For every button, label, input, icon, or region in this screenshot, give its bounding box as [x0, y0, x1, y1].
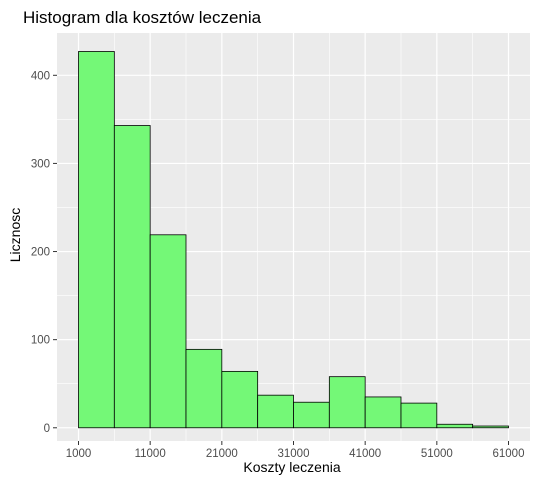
histogram-bar-1: [78, 51, 115, 429]
histogram-bar-8: [328, 376, 366, 429]
histogram-bar-4: [185, 348, 223, 429]
y-tick-label: 100: [31, 335, 50, 347]
y-tick-label: 200: [31, 247, 50, 259]
histogram-bar-6: [257, 394, 294, 429]
y-tick-label: 400: [31, 70, 50, 82]
x-tick-label: 31000: [278, 448, 310, 460]
x-tick-label: 51000: [421, 448, 453, 460]
histogram-bar-2: [113, 125, 151, 429]
x-axis-ticks: 1000 11000 21000 31000 41000 51000 61000: [66, 441, 525, 460]
x-tick-label: 21000: [206, 448, 238, 460]
x-tick-label: 41000: [349, 448, 381, 460]
histogram-bar-5: [221, 370, 259, 429]
chart-title: Histogram dla kosztów leczenia: [23, 8, 262, 27]
x-tick-label: 61000: [493, 448, 525, 460]
histogram-bar-9: [364, 396, 402, 429]
histogram-bar-11: [436, 423, 474, 429]
histogram-bar-10: [400, 402, 438, 429]
y-tick-label: 300: [31, 158, 50, 170]
histogram-bars: [78, 51, 509, 429]
histogram-bar-3: [149, 234, 187, 429]
histogram-bar-12: [472, 425, 509, 429]
x-tick-label: 11000: [135, 448, 166, 460]
x-tick-label: 1000: [66, 448, 92, 460]
y-axis-ticks: 0 100 200 300 400: [31, 70, 57, 435]
y-axis-label: Licznosc: [7, 208, 23, 262]
x-axis-label: Koszty leczenia: [243, 459, 340, 475]
histogram-bar-7: [293, 401, 330, 429]
y-tick-label: 0: [44, 423, 50, 435]
